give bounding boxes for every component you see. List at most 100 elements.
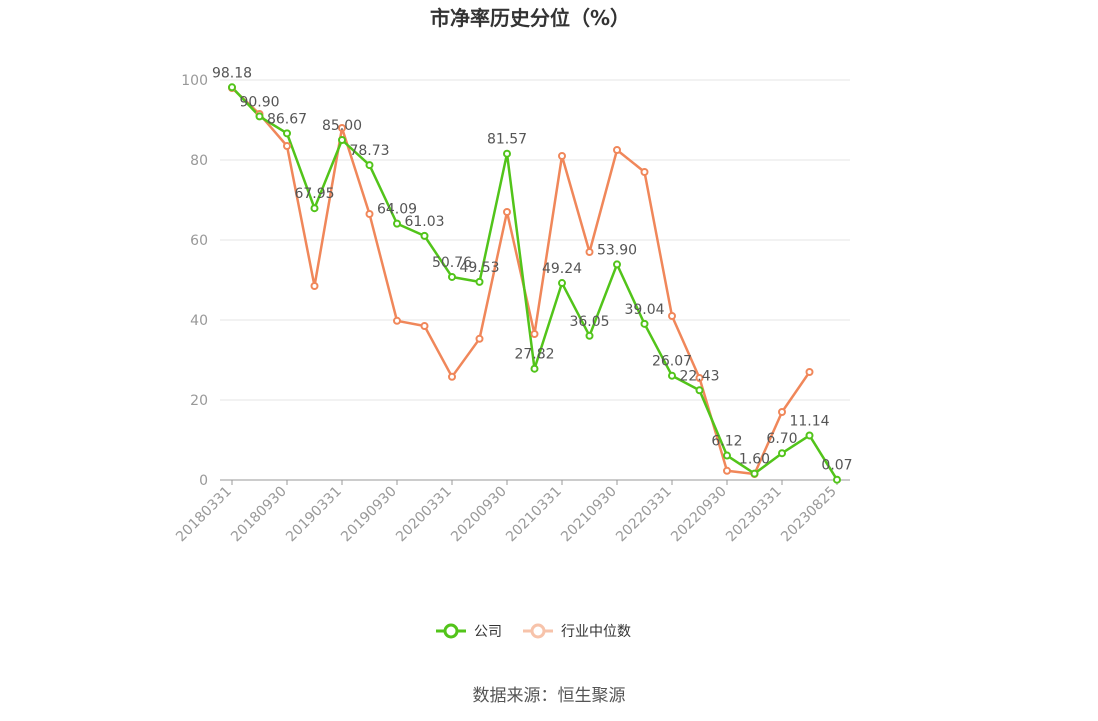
y-tick-label: 20: [190, 393, 208, 409]
data-label: 61.03: [404, 214, 444, 230]
y-tick-label: 80: [190, 153, 208, 169]
y-tick-label: 60: [190, 233, 208, 249]
data-point-company[interactable]: [228, 83, 236, 92]
data-point-industry[interactable]: [640, 168, 649, 176]
data-label: 6.12: [711, 434, 742, 450]
data-label: 78.73: [349, 143, 389, 159]
data-label: 64.09: [377, 202, 417, 218]
legend-company-label: 公司: [474, 624, 502, 640]
data-point-industry[interactable]: [475, 334, 484, 343]
x-tick-label: 20200331: [393, 484, 455, 546]
data-point-company[interactable]: [393, 219, 401, 228]
data-point-company[interactable]: [833, 475, 841, 484]
data-point-industry[interactable]: [503, 208, 511, 216]
data-label: 6.70: [766, 431, 797, 447]
data-label: 49.53: [459, 260, 499, 276]
data-label: 53.90: [597, 242, 637, 258]
data-point-company[interactable]: [723, 451, 731, 460]
data-point-company[interactable]: [365, 161, 374, 170]
data-label: 0.07: [821, 458, 852, 474]
legend-item-company[interactable]: 公司: [436, 623, 502, 640]
data-point-industry[interactable]: [668, 312, 676, 320]
legend: 公司 行业中位数: [436, 623, 631, 640]
data-point-industry[interactable]: [585, 248, 594, 256]
data-source: 数据来源：恒生聚源: [473, 686, 626, 706]
x-tick-label: 20190331: [283, 484, 345, 546]
data-point-industry[interactable]: [393, 316, 401, 325]
data-point-company[interactable]: [448, 272, 456, 281]
y-tick-label: 40: [190, 313, 208, 329]
x-axis: 2018033120180930201903312019093020200331…: [173, 479, 850, 546]
data-point-company[interactable]: [310, 204, 319, 213]
data-point-company[interactable]: [778, 449, 786, 458]
data-point-company[interactable]: [805, 431, 814, 440]
x-tick-label: 20220331: [613, 484, 675, 546]
data-point-industry[interactable]: [695, 374, 704, 382]
grid-lines: [220, 79, 850, 401]
data-label: 11.14: [789, 413, 829, 429]
x-tick-label: 20230825: [778, 484, 840, 546]
data-point-industry[interactable]: [530, 330, 539, 338]
data-label: 86.67: [267, 111, 307, 127]
legend-industry-marker: [530, 623, 546, 639]
data-point-company[interactable]: [503, 149, 511, 158]
data-point-company[interactable]: [558, 279, 566, 288]
data-label: 39.04: [624, 302, 664, 318]
data-point-industry[interactable]: [283, 142, 291, 150]
data-point-industry[interactable]: [338, 124, 346, 132]
data-label: 36.05: [569, 314, 609, 330]
data-label: 50.76: [432, 255, 472, 271]
x-tick-label: 20210331: [503, 484, 565, 546]
data-label: 49.24: [542, 261, 582, 277]
y-tick-label: 100: [181, 73, 208, 89]
data-point-company[interactable]: [530, 364, 539, 373]
data-point-company[interactable]: [750, 469, 759, 478]
data-point-company[interactable]: [255, 112, 264, 121]
data-label: 85.00: [322, 118, 362, 134]
x-tick-label: 20200930: [448, 484, 510, 546]
legend-industry-label: 行业中位数: [561, 624, 631, 640]
data-point-company[interactable]: [668, 371, 676, 380]
data-point-industry[interactable]: [448, 372, 456, 381]
data-label: 67.95: [294, 186, 334, 202]
x-tick-label: 20190930: [338, 484, 400, 546]
series-line-company: [231, 86, 839, 481]
data-point-company[interactable]: [695, 386, 704, 395]
chart-title: 市净率历史分位（%）: [430, 6, 630, 30]
y-axis-ticks: 0 20 40 60 80 100: [181, 73, 208, 489]
x-tick-label: 20180331: [173, 484, 235, 546]
data-point-company[interactable]: [475, 277, 484, 286]
data-label: 98.18: [212, 65, 252, 81]
data-point-company[interactable]: [585, 331, 594, 340]
data-point-industry[interactable]: [365, 210, 374, 218]
x-tick-label: 20180930: [228, 484, 290, 546]
legend-company-marker: [443, 623, 459, 639]
data-label: 81.57: [487, 132, 527, 148]
data-point-industry[interactable]: [778, 408, 786, 416]
data-label: 22.43: [679, 368, 719, 384]
data-label: 26.07: [652, 354, 692, 370]
series-lines: [231, 86, 839, 481]
data-point-company[interactable]: [420, 231, 429, 240]
data-point-company[interactable]: [283, 129, 291, 138]
legend-item-industry[interactable]: 行业中位数: [523, 623, 631, 640]
y-tick-label: 0: [199, 473, 208, 489]
x-tick-label: 20230331: [723, 484, 785, 546]
data-point-industry[interactable]: [558, 152, 566, 160]
data-point-industry[interactable]: [723, 466, 731, 475]
data-point-company[interactable]: [338, 136, 346, 144]
data-point-industry[interactable]: [420, 322, 429, 330]
data-point-industry[interactable]: [310, 282, 319, 290]
x-tick-label: 20210930: [558, 484, 620, 546]
data-label: 1.60: [739, 452, 770, 468]
data-label: 27.82: [514, 347, 554, 363]
series-points: [228, 83, 841, 484]
data-point-company[interactable]: [640, 319, 649, 328]
data-point-company[interactable]: [613, 260, 621, 269]
data-point-industry[interactable]: [613, 146, 621, 154]
x-tick-label: 20220930: [668, 484, 730, 546]
data-label: 90.90: [239, 94, 279, 110]
data-point-industry[interactable]: [805, 368, 814, 376]
